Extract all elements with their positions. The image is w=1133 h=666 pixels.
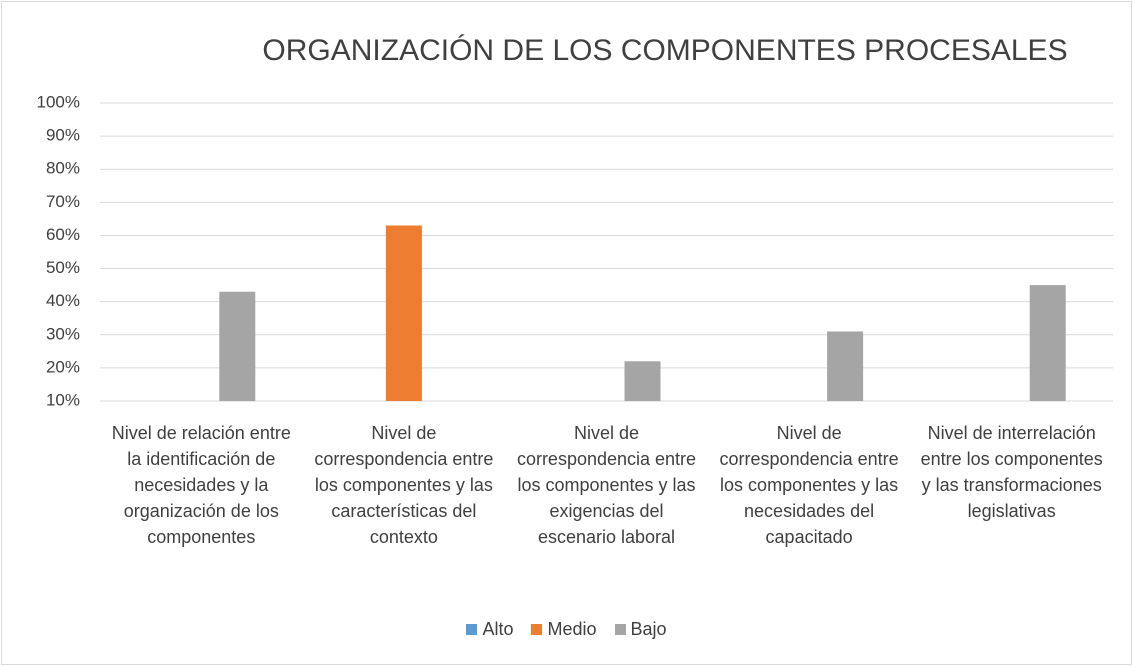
y-tick-label: 80% (46, 159, 80, 178)
y-tick-label: 50% (46, 258, 80, 277)
legend-item: Bajo (614, 619, 667, 640)
x-tick-label: Nivel de relación entre la identificació… (111, 423, 291, 547)
y-tick-label: 30% (46, 324, 80, 343)
x-tick-label: Nivel de correspondencia entre los compo… (719, 423, 899, 547)
bar (1029, 285, 1066, 401)
y-tick-label: 90% (46, 126, 80, 145)
y-tick-label: 10% (46, 390, 80, 409)
legend-item: Medio (531, 619, 597, 640)
legend-label: Bajo (630, 619, 667, 639)
bar (219, 291, 256, 401)
x-tick-label: Nivel de interrelación entre los compone… (920, 423, 1103, 521)
y-tick-label: 20% (46, 357, 80, 376)
x-tick-label: Nivel de correspondencia entre los compo… (516, 423, 697, 547)
y-tick-label: 100% (37, 92, 80, 111)
legend-swatch (531, 624, 543, 635)
legend: Alto Medio Bajo (0, 619, 1133, 640)
legend-swatch (466, 624, 478, 635)
legend-label: Alto (482, 619, 514, 639)
chart-title: ORGANIZACIÓN DE LOS COMPONENTES PROCESAL… (262, 34, 1067, 67)
x-tick-label: Nivel de correspondencia entre los compo… (314, 423, 494, 547)
legend-label: Medio (547, 619, 597, 639)
bar (827, 331, 864, 401)
bar (385, 225, 422, 401)
bar (624, 361, 661, 401)
legend-item: Alto (466, 619, 513, 640)
y-tick-label: 40% (46, 291, 80, 310)
legend-swatch (614, 624, 626, 635)
y-tick-label: 70% (46, 192, 80, 211)
y-tick-label: 60% (46, 225, 80, 244)
